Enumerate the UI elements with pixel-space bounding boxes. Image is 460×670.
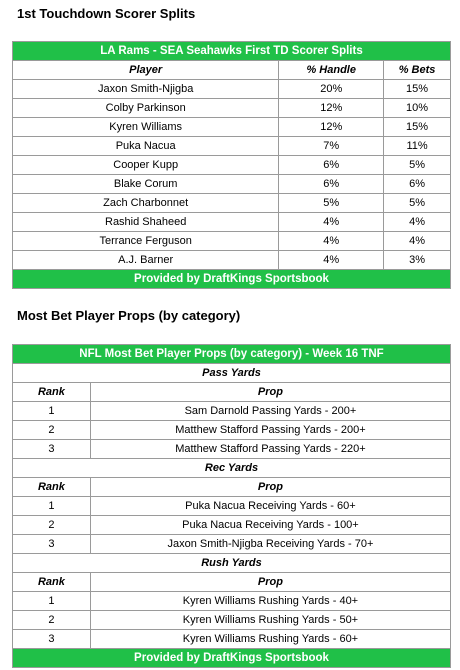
prop-cell: Jaxon Smith-Njigba Receiving Yards - 70+ (89, 534, 452, 554)
table-row: 1 Kyren Williams Rushing Yards - 40+ (12, 591, 452, 611)
column-header-prop: Prop (89, 382, 452, 402)
rank-cell: 3 (12, 439, 91, 459)
rank-cell: 2 (12, 420, 91, 440)
player-props-table: NFL Most Bet Player Props (by category) … (12, 344, 452, 668)
category-row: Rush Yards (12, 553, 451, 573)
bets-cell: 5% (383, 155, 451, 175)
first-td-table-title: LA Rams - SEA Seahawks First TD Scorer S… (12, 41, 451, 61)
bets-cell: 10% (383, 98, 451, 118)
bets-cell: 15% (383, 79, 451, 99)
table-row: 3 Matthew Stafford Passing Yards - 220+ (12, 439, 452, 459)
table-row: 2 Kyren Williams Rushing Yards - 50+ (12, 610, 452, 630)
bets-cell: 11% (383, 136, 451, 156)
column-header-player: Player (11, 60, 280, 80)
player-cell: Blake Corum (11, 174, 280, 194)
table-row: A.J. Barner 4% 3% (11, 250, 451, 270)
handle-cell: 6% (278, 155, 385, 175)
table-row: Terrance Ferguson 4% 4% (11, 231, 451, 251)
table-row: Kyren Williams 12% 15% (11, 117, 451, 137)
column-header-prop: Prop (89, 477, 452, 497)
rank-cell: 1 (12, 591, 91, 611)
category-header: Rush Yards (12, 553, 451, 573)
column-header-row: Rank Prop (12, 382, 452, 402)
category-header: Rec Yards (12, 458, 451, 478)
handle-cell: 4% (278, 231, 385, 251)
table-row: Zach Charbonnet 5% 5% (11, 193, 451, 213)
table-row: 1 Puka Nacua Receiving Yards - 60+ (12, 496, 452, 516)
bets-cell: 3% (383, 250, 451, 270)
player-props-table-footer: Provided by DraftKings Sportsbook (12, 648, 451, 668)
bets-cell: 6% (383, 174, 451, 194)
player-cell: Cooper Kupp (11, 155, 280, 175)
table-row: Puka Nacua 7% 11% (11, 136, 451, 156)
table-row: Colby Parkinson 12% 10% (11, 98, 451, 118)
bets-cell: 5% (383, 193, 451, 213)
bets-cell: 4% (383, 231, 451, 251)
player-cell: Colby Parkinson (11, 98, 280, 118)
table-row: 2 Matthew Stafford Passing Yards - 200+ (12, 420, 452, 440)
prop-cell: Puka Nacua Receiving Yards - 100+ (89, 515, 452, 535)
table-row: Blake Corum 6% 6% (11, 174, 451, 194)
column-header-rank: Rank (12, 477, 91, 497)
prop-cell: Matthew Stafford Passing Yards - 220+ (89, 439, 452, 459)
table-row: 1 Sam Darnold Passing Yards - 200+ (12, 401, 452, 421)
rank-cell: 1 (12, 496, 91, 516)
handle-cell: 12% (278, 98, 385, 118)
column-header-row: Rank Prop (12, 477, 452, 497)
category-row: Rec Yards (12, 458, 451, 478)
prop-cell: Kyren Williams Rushing Yards - 40+ (89, 591, 452, 611)
first-td-splits-table: LA Rams - SEA Seahawks First TD Scorer S… (11, 41, 451, 289)
category-row: Pass Yards (12, 363, 451, 383)
prop-cell: Sam Darnold Passing Yards - 200+ (89, 401, 452, 421)
handle-cell: 12% (278, 117, 385, 137)
handle-cell: 4% (278, 250, 385, 270)
category-header: Pass Yards (12, 363, 451, 383)
player-cell: Terrance Ferguson (11, 231, 280, 251)
player-props-section-title: Most Bet Player Props (by category) (17, 308, 241, 323)
table-row: Jaxon Smith-Njigba 20% 15% (11, 79, 451, 99)
column-header-prop: Prop (89, 572, 452, 592)
handle-cell: 7% (278, 136, 385, 156)
player-cell: Kyren Williams (11, 117, 280, 137)
table-row: Rashid Shaheed 4% 4% (11, 212, 451, 232)
table-row: Cooper Kupp 6% 5% (11, 155, 451, 175)
prop-cell: Puka Nacua Receiving Yards - 60+ (89, 496, 452, 516)
player-cell: Zach Charbonnet (11, 193, 280, 213)
prop-cell: Kyren Williams Rushing Yards - 60+ (89, 629, 452, 649)
column-header-handle: % Handle (278, 60, 385, 80)
handle-cell: 5% (278, 193, 385, 213)
first-td-section-title: 1st Touchdown Scorer Splits (17, 6, 196, 21)
rank-cell: 3 (12, 629, 91, 649)
handle-cell: 4% (278, 212, 385, 232)
table-row: 3 Kyren Williams Rushing Yards - 60+ (12, 629, 452, 649)
table-row: 2 Puka Nacua Receiving Yards - 100+ (12, 515, 452, 535)
handle-cell: 20% (278, 79, 385, 99)
column-header-row: Rank Prop (12, 572, 452, 592)
bets-cell: 4% (383, 212, 451, 232)
prop-cell: Kyren Williams Rushing Yards - 50+ (89, 610, 452, 630)
column-header-rank: Rank (12, 382, 91, 402)
prop-cell: Matthew Stafford Passing Yards - 200+ (89, 420, 452, 440)
player-cell: A.J. Barner (11, 250, 280, 270)
player-cell: Rashid Shaheed (11, 212, 280, 232)
rank-cell: 3 (12, 534, 91, 554)
first-td-table-footer: Provided by DraftKings Sportsbook (12, 269, 451, 289)
handle-cell: 6% (278, 174, 385, 194)
rank-cell: 1 (12, 401, 91, 421)
bets-cell: 15% (383, 117, 451, 137)
column-header-rank: Rank (12, 572, 91, 592)
column-header-bets: % Bets (383, 60, 451, 80)
table-row: 3 Jaxon Smith-Njigba Receiving Yards - 70… (12, 534, 452, 554)
player-props-table-title: NFL Most Bet Player Props (by category) … (12, 344, 451, 364)
rank-cell: 2 (12, 610, 91, 630)
player-cell: Jaxon Smith-Njigba (11, 79, 280, 99)
player-cell: Puka Nacua (11, 136, 280, 156)
rank-cell: 2 (12, 515, 91, 535)
